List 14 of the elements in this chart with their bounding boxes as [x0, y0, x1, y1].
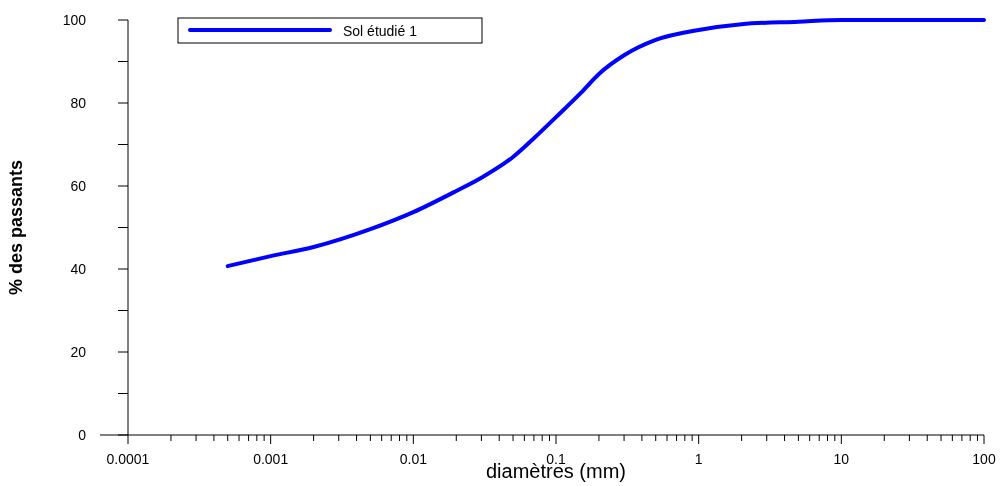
y-tick-label: 60 — [70, 178, 87, 194]
x-tick-label: 1 — [694, 451, 703, 467]
x-tick-label: 0.01 — [399, 451, 428, 467]
x-tick-label: 0.001 — [253, 451, 289, 467]
y-tick-label: 20 — [70, 344, 87, 360]
y-tick-label: 40 — [70, 261, 87, 277]
y-axis-title: % des passants — [6, 159, 26, 296]
y-tick-label: 80 — [70, 95, 87, 111]
y-tick-label: 0 — [78, 427, 87, 443]
y-tick-label: 100 — [62, 12, 87, 28]
text: Sol étudié 1 — [343, 23, 418, 39]
x-tick-label: 100 — [972, 451, 996, 467]
x-tick-label: 0.0001 — [106, 451, 150, 467]
x-tick-label: 10 — [833, 451, 850, 467]
